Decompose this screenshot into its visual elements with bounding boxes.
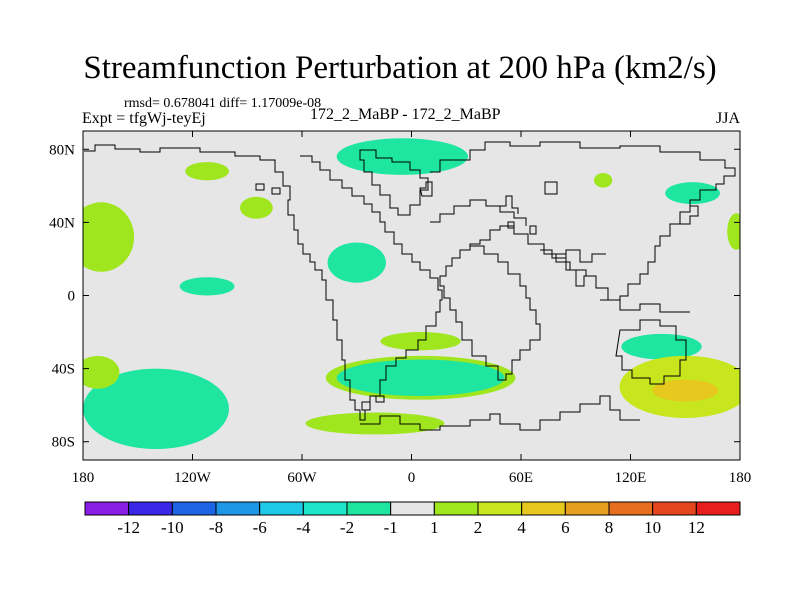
lon-tick-label: 180 (72, 470, 95, 486)
coastline-greenland (359, 149, 429, 216)
contour-region-east-pacific-tropical (179, 277, 235, 296)
contour-region-drake-passage (305, 412, 445, 435)
lon-tick-label: 180 (729, 470, 752, 486)
lon-tick-label: 120E (615, 470, 647, 486)
coastline-north-america (84, 144, 443, 421)
island (271, 187, 281, 195)
contour-region-siberia (594, 173, 613, 188)
colorbar-label: -6 (253, 518, 267, 537)
coastline-central-asia (540, 249, 606, 263)
colorbar-swatch (84, 501, 130, 516)
coastline-indonesia (600, 299, 690, 313)
lon-tick-label: 120W (174, 470, 212, 486)
lat-tick-label: 80N (49, 142, 75, 158)
contour-region-atlantic-tropical (327, 242, 386, 283)
colorbar-swatch (652, 501, 697, 516)
colorbar-label: 12 (688, 518, 705, 537)
colorbar-swatch (346, 501, 392, 516)
lon-tick-label: 60E (509, 470, 533, 486)
colorbar-swatch (521, 501, 566, 516)
colorbar-label: -8 (209, 518, 223, 537)
colorbar-label: 2 (474, 518, 483, 537)
colorbar-swatch (259, 501, 304, 516)
colorbar-swatch (390, 501, 435, 516)
coastline-mediterranean (430, 199, 527, 226)
contour-region-kamchatka (665, 182, 720, 205)
colorbar-swatch (608, 501, 654, 516)
island (544, 181, 558, 195)
chart-title: Streamfunction Perturbation at 200 hPa (… (83, 50, 717, 86)
contour-region-australia-south-core (652, 379, 719, 402)
colorbar-swatch (215, 501, 261, 516)
colorbar-label: -12 (117, 518, 140, 537)
coastline-antarctica (360, 395, 640, 431)
colorbar-label: 10 (644, 518, 661, 537)
coastline-australia (615, 319, 687, 385)
colorbar-swatch (695, 501, 741, 516)
colorbar-label: 4 (517, 518, 526, 537)
lon-tick-label: 0 (408, 470, 416, 486)
contour-region-south-pacific-west (83, 368, 229, 450)
colorbar-label: -10 (161, 518, 184, 537)
colorbar-swatch (477, 501, 523, 516)
lat-tick-label: 40S (52, 362, 75, 378)
contour-region-north-pacific-east (185, 162, 230, 181)
lon-tick-label: 60W (287, 470, 317, 486)
lat-tick-label: 40N (49, 215, 75, 231)
colorbar-label: -2 (340, 518, 354, 537)
contour-region-north-pacific-west-edge (83, 202, 135, 272)
colorbar-label: -1 (384, 518, 398, 537)
lat-tick-label: 80S (52, 435, 75, 451)
colorbar-swatch (564, 501, 610, 516)
contour-region-tasman-edge (727, 213, 740, 250)
colorbar-swatch (171, 501, 217, 516)
contour-region-south-pacific-far-west (83, 355, 120, 389)
island (255, 183, 265, 191)
colorbar-label: 6 (561, 518, 570, 537)
colorbar-swatch (128, 501, 173, 516)
colorbar-label: 8 (605, 518, 614, 537)
coastline-caspian (500, 195, 519, 214)
island (507, 221, 515, 229)
coastlines (84, 141, 736, 431)
colorbar-swatch (302, 501, 348, 516)
colorbar-swatch (433, 501, 479, 516)
colorbar-label: 1 (430, 518, 439, 537)
coastline-eurasia (430, 141, 736, 381)
contour-region-south-atlantic (380, 332, 461, 351)
lat-tick-label: 0 (68, 289, 76, 305)
colorbar-label: -4 (296, 518, 311, 537)
contour-region-arctic-north-atlantic (336, 138, 469, 175)
coastline-uk (419, 181, 433, 197)
stats-label: rmsd= 0.678041 diff= 1.17009e-08 (124, 96, 322, 111)
island (529, 225, 537, 235)
contour-region-north-america-west (239, 196, 273, 219)
island (361, 401, 371, 411)
center-label: 172_2_MaBP - 172_2_MaBP (310, 106, 501, 123)
coastline-japan (680, 205, 699, 225)
experiment-label: Expt = tfgWj-teyEj (82, 110, 206, 127)
contour-region-southern-ocean-atlantic (336, 359, 505, 397)
season-label: JJA (715, 110, 740, 127)
contour-region-indian-ocean-south (621, 333, 702, 360)
island (375, 395, 385, 403)
